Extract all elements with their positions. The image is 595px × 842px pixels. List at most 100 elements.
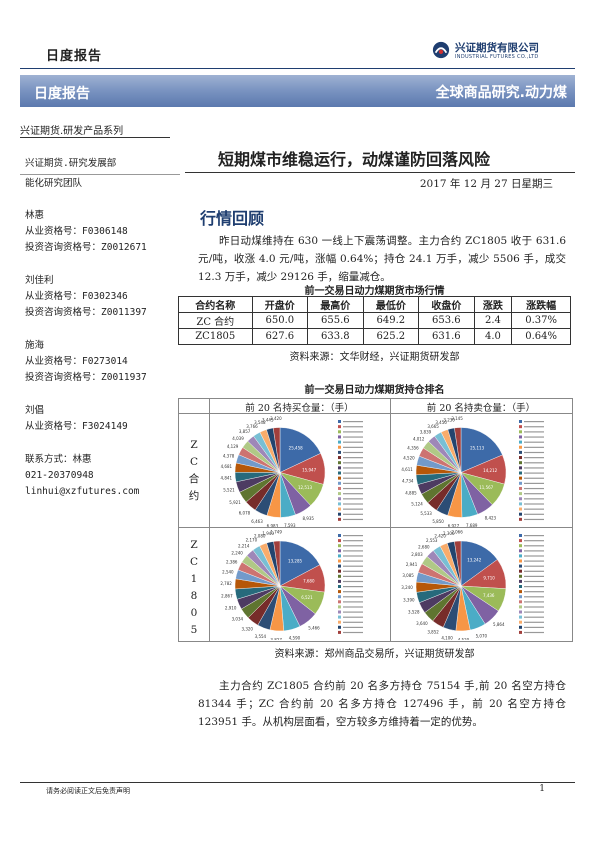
pie-data-label: 4,129 (227, 444, 239, 449)
section-title: 行情回顾 (200, 209, 265, 228)
pie-data-label: 2,867 (221, 593, 233, 598)
legend-entry (343, 570, 363, 572)
pie-data-label: 7,680 (303, 578, 315, 583)
legend-entry (343, 441, 363, 443)
legend-swatch (519, 600, 522, 604)
legend-swatch (338, 620, 341, 624)
legend-entry (524, 426, 544, 428)
legend-entry (343, 626, 363, 628)
legend-entry (343, 560, 363, 562)
legend-entry (524, 586, 544, 588)
legend-swatch (338, 590, 341, 594)
legend-entry (524, 580, 544, 583)
pie-data-label: 2,680 (418, 544, 430, 549)
legend-entry (524, 555, 544, 557)
legend-swatch (338, 471, 341, 475)
pie-slice (279, 540, 320, 587)
legend-entry (343, 493, 363, 495)
legend-swatch (338, 564, 341, 568)
legend-entry (524, 421, 544, 423)
table-header-cell: 开盘价 (251, 296, 309, 313)
legend-swatch (338, 435, 341, 439)
table-row: ZC1805 627.6 633.8 625.2 631.6 4.0 0.64% (178, 328, 571, 345)
analyst-2-name: 刘佳利 (25, 275, 54, 286)
legend-swatch (338, 630, 341, 634)
footer-disclaimer[interactable]: 请务必阅读正文后免责声明 (46, 787, 130, 795)
pie-data-label: 5,070 (476, 634, 488, 639)
legend-swatch (519, 425, 522, 429)
pie-data-label: 5,850 (432, 519, 444, 524)
legend-entry (524, 606, 544, 608)
legend-entry (343, 503, 363, 505)
legend-entry (343, 431, 363, 433)
contact-label: 联系方式：林惠 (25, 454, 92, 465)
legend-entry (524, 508, 544, 510)
page-number: 1 (539, 784, 545, 794)
contact-email[interactable]: linhui@xzfutures.com (25, 486, 140, 497)
pie-data-label: 1,749 (270, 530, 282, 535)
contact-phone: 021-20370948 (25, 470, 94, 481)
legend-swatch (338, 559, 341, 563)
legend-swatch (519, 430, 522, 434)
table-cell: ZC1805 (178, 328, 253, 345)
legend-swatch (519, 461, 522, 465)
legend-entry (343, 477, 363, 479)
legend-entry (524, 498, 544, 500)
legend-swatch (519, 569, 522, 573)
legend-entry (343, 446, 363, 448)
table-header-cell: 最高价 (307, 296, 364, 313)
legend-entry (524, 503, 544, 505)
legend-swatch (338, 512, 341, 516)
analyst-3-name: 施海 (25, 340, 45, 351)
page-title: 短期煤市维稳运行，动煤谨防回落风险 (218, 150, 491, 169)
legend-entry (343, 575, 363, 577)
pie-data-label: 2,170 (246, 538, 258, 543)
pie-data-label: 3,230 (443, 417, 455, 422)
legend-entry (524, 601, 544, 603)
legend-swatch (519, 554, 522, 558)
legend-entry (343, 498, 363, 500)
pie-data-label: 7,689 (466, 523, 478, 527)
legend-entry (524, 631, 544, 634)
pie-data-label: 2,240 (231, 551, 243, 556)
pie-data-label: 5,864 (493, 622, 505, 627)
legend-swatch (519, 579, 522, 583)
pie-data-label: 2,553 (426, 538, 438, 543)
company-logo-icon (432, 41, 450, 59)
pie-data-label: 3,320 (242, 626, 254, 631)
legend-entry (343, 482, 363, 484)
header-divider (20, 68, 575, 69)
zc1805-short-pie-chart: 13,242 9,710 7,436 5,864 5,070 4,520 4,1003,85… (401, 530, 544, 640)
table-row: ZC 合约 650.0 655.6 649.2 653.6 2.4 0.37% (178, 312, 571, 329)
legend-entry (524, 462, 544, 464)
legend-swatch (519, 595, 522, 599)
series-underline (20, 137, 170, 138)
table-header-row: 合约名称 开盘价 最高价 最低价 收盘价 涨跌 涨跌幅 (178, 296, 571, 313)
pie-data-label: 2,080 (254, 533, 266, 538)
legend-swatch (519, 517, 522, 521)
pie-data-label: 4,590 (289, 636, 301, 640)
legend-swatch (519, 605, 522, 609)
table-header-cell: 涨跌幅 (511, 296, 571, 313)
table-cell: 633.8 (307, 328, 364, 345)
pie-slice (273, 540, 281, 587)
pie-data-label: 13,242 (467, 557, 481, 562)
legend-entry (524, 487, 544, 490)
legend-entry (343, 565, 363, 567)
legend-swatch (338, 476, 341, 480)
analyst-2-line-2: 投资咨询资格号：Z0011397 (25, 307, 147, 318)
legend-swatch (519, 456, 522, 460)
table1-source: 资料来源：文华财经，兴证期货研发部 (289, 352, 460, 363)
pie-data-label: 4,520 (403, 456, 415, 461)
legend-swatch (338, 492, 341, 496)
legend-swatch (338, 481, 341, 485)
pie-data-label: 4,378 (223, 454, 235, 459)
table-cell: ZC 合约 (178, 312, 253, 329)
legend-swatch (338, 420, 341, 423)
legend-entry (524, 477, 544, 479)
legend-swatch (519, 625, 522, 629)
legend-entry (343, 601, 363, 603)
report-type-label: 日度报告 (46, 49, 103, 64)
legend-entry (524, 441, 544, 443)
table-cell: 627.6 (251, 328, 309, 345)
